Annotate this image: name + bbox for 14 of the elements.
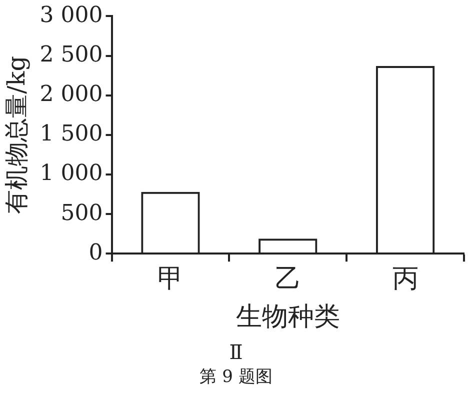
y-tick-label: 500 [60, 200, 103, 226]
y-tick-label: 2 000 [40, 82, 103, 108]
y-tick-label: 1 500 [40, 122, 103, 147]
x-tick-label: 丙 [392, 264, 418, 294]
x-tick-label: 乙 [274, 264, 301, 294]
x-tick-label: 甲 [157, 264, 184, 294]
x-axis-title: 生物种类 [236, 302, 340, 332]
text: 第 9 题图 [198, 366, 274, 388]
y-tick-label: 0 [88, 240, 103, 266]
y-tick-label: 1 000 [40, 161, 103, 186]
text: Ⅱ [228, 339, 244, 366]
y-tick-label: 2 500 [40, 42, 103, 68]
y-tick-label: 3 000 [40, 2, 103, 28]
y-axis-title: 有机物总量/kg [2, 56, 31, 214]
